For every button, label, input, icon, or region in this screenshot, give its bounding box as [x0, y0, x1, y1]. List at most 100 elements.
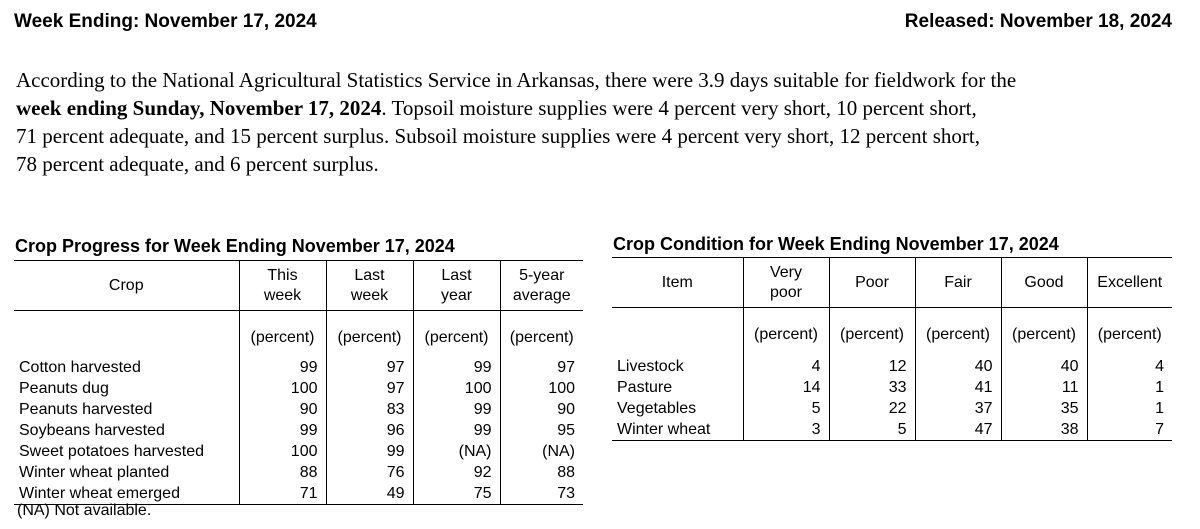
- cell-value: (NA): [412, 441, 500, 462]
- cell-value: 49: [325, 483, 413, 505]
- condition-units-row: (percent) (percent) (percent) (percent) …: [612, 307, 1172, 344]
- table-row: Vegetables 5 22 37 35 1: [612, 398, 1172, 419]
- cell-value: 99: [412, 420, 500, 441]
- progress-header-row: Crop This week Last week Last year 5-year av…: [14, 260, 583, 311]
- cell-value: 22: [828, 398, 915, 419]
- cell-value: 99: [238, 420, 326, 441]
- table-row: Cotton harvested 99 97 99 97: [14, 357, 583, 378]
- cell-value: 1: [1086, 398, 1172, 419]
- col-very-poor-header: Very poor: [742, 257, 829, 308]
- summary-week-ending-bold: week ending Sunday, November 17, 2024: [16, 96, 382, 120]
- row-label: Pasture: [617, 379, 673, 396]
- cell-value: 96: [325, 420, 413, 441]
- row-label: Winter wheat planted: [19, 464, 170, 481]
- cell-value: 33: [828, 377, 915, 398]
- crop-condition-table: Item Very poor Poor Fair Good Excellent (…: [612, 257, 1172, 441]
- cell-value: 40: [914, 356, 1001, 377]
- cell-value: 97: [499, 357, 583, 378]
- cell-value: 37: [914, 398, 1001, 419]
- unit-label: (percent): [325, 310, 413, 347]
- row-label: Peanuts harvested: [19, 401, 153, 418]
- unit-label: (percent): [238, 310, 326, 347]
- unit-label: (percent): [499, 310, 583, 347]
- row-label: Peanuts dug: [19, 380, 109, 397]
- cell-value: (NA): [499, 441, 583, 462]
- cell-value: 100: [499, 378, 583, 399]
- row-label: Winter wheat emerged: [14, 483, 239, 505]
- cell-value: 47: [914, 419, 1001, 441]
- cell-value: 100: [238, 441, 326, 462]
- progress-body: Cotton harvested 99 97 99 97 Peanuts dug 100 97…: [14, 357, 583, 505]
- cell-value: 90: [499, 399, 583, 420]
- cell-value: 5: [828, 419, 915, 441]
- row-label: Sweet potatoes harvested: [19, 443, 205, 460]
- summary-line-1: According to the National Agricultural S…: [16, 68, 1017, 92]
- condition-body: Livestock 4 12 40 40 4 Pasture 14 33 41 11 1 Vegetab…: [612, 356, 1172, 441]
- cell-value: 35: [1000, 398, 1087, 419]
- cell-value: 11: [1000, 377, 1087, 398]
- condition-header-row: Item Very poor Poor Fair Good Excellent: [612, 257, 1172, 308]
- unit-label: (percent): [1086, 307, 1172, 344]
- table-row: Peanuts dug 100 97 100 100: [14, 378, 583, 399]
- cell-value: 97: [325, 357, 413, 378]
- col-this-week-header: This week: [238, 260, 326, 311]
- col-poor-header: Poor: [828, 257, 915, 308]
- cell-value: 40: [1000, 356, 1087, 377]
- cell-value: 100: [238, 378, 326, 399]
- cell-value: 4: [1086, 356, 1172, 377]
- col-good-header: Good: [1000, 257, 1087, 308]
- row-label: Cotton harvested: [19, 359, 141, 376]
- unit-label: (percent): [1000, 307, 1087, 344]
- unit-label: (percent): [742, 307, 829, 344]
- cell-value: 75: [412, 483, 500, 505]
- week-ending-header: Week Ending: November 17, 2024: [14, 11, 317, 32]
- cell-value: 14: [742, 377, 829, 398]
- table-row: Winter wheat planted 88 76 92 88: [14, 462, 583, 483]
- progress-units-row: (percent) (percent) (percent) (percent): [14, 310, 583, 347]
- cell-value: 99: [412, 357, 500, 378]
- cell-value: 1: [1086, 377, 1172, 398]
- table-row: Winter wheat 3 5 47 38 7: [612, 419, 1172, 441]
- cell-value: 7: [1086, 419, 1172, 441]
- unit-label: (percent): [828, 307, 915, 344]
- col-crop-header: Crop: [14, 260, 239, 311]
- na-footnote: (NA) Not available.: [17, 502, 152, 519]
- summary-paragraph: According to the National Agricultural S…: [16, 66, 1186, 178]
- summary-line-3: 71 percent adequate, and 15 percent surp…: [16, 124, 980, 148]
- cell-value: 95: [499, 420, 583, 441]
- cell-value: 4: [742, 356, 829, 377]
- col-item-header: Item: [612, 257, 743, 308]
- crop-progress-title: Crop Progress for Week Ending November 1…: [15, 236, 455, 256]
- table-row: Soybeans harvested 99 96 99 95: [14, 420, 583, 441]
- col-excellent-header: Excellent: [1086, 257, 1172, 308]
- col-last-week-header: Last week: [325, 260, 413, 311]
- cell-value: 88: [499, 462, 583, 483]
- summary-line-4: 78 percent adequate, and 6 percent surpl…: [16, 152, 379, 176]
- row-label: Soybeans harvested: [19, 422, 165, 439]
- col-last-year-header: Last year: [412, 260, 500, 311]
- row-label: Livestock: [617, 358, 684, 375]
- crop-condition-title: Crop Condition for Week Ending November …: [613, 234, 1059, 254]
- cell-value: 83: [325, 399, 413, 420]
- cell-value: 90: [238, 399, 326, 420]
- released-header: Released: November 18, 2024: [904, 11, 1172, 32]
- cell-value: 38: [1000, 419, 1087, 441]
- col-fair-header: Fair: [914, 257, 1001, 308]
- table-row: Livestock 4 12 40 40 4: [612, 356, 1172, 377]
- unit-label: (percent): [914, 307, 1001, 344]
- table-row: Peanuts harvested 90 83 99 90: [14, 399, 583, 420]
- row-label: Winter wheat: [612, 419, 743, 441]
- unit-label: (percent): [412, 310, 500, 347]
- cell-value: 12: [828, 356, 915, 377]
- table-row: Winter wheat emerged 71 49 75 73: [14, 483, 583, 505]
- summary-line-2-rest: . Topsoil moisture supplies were 4 perce…: [381, 96, 977, 120]
- cell-value: 92: [412, 462, 500, 483]
- cell-value: 97: [325, 378, 413, 399]
- cell-value: 99: [238, 357, 326, 378]
- cell-value: 5: [742, 398, 829, 419]
- cell-value: 100: [412, 378, 500, 399]
- cell-value: 73: [499, 483, 583, 505]
- cell-value: 99: [325, 441, 413, 462]
- cell-value: 3: [742, 419, 829, 441]
- summary-line-2: week ending Sunday, November 17, 2024. T…: [16, 94, 1186, 122]
